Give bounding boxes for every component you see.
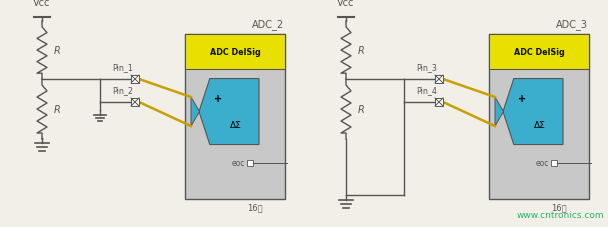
Text: 16位: 16位: [247, 202, 263, 211]
Text: Pin_3: Pin_3: [416, 63, 437, 72]
Text: ΔΣ: ΔΣ: [534, 121, 546, 130]
Text: Pin_4: Pin_4: [416, 86, 437, 95]
Polygon shape: [495, 98, 503, 126]
Text: Vcc: Vcc: [33, 0, 50, 8]
Text: ADC DelSig: ADC DelSig: [210, 48, 260, 57]
Text: R: R: [358, 105, 365, 114]
Text: +: +: [214, 94, 223, 104]
Bar: [185, 35, 285, 199]
Bar: [185, 35, 285, 69]
Text: eoc: eoc: [536, 158, 549, 168]
Text: +: +: [518, 94, 527, 104]
Text: Vcc: Vcc: [337, 0, 354, 8]
Text: ADC_2: ADC_2: [252, 19, 284, 30]
Text: R: R: [54, 46, 61, 56]
Text: Pin_2: Pin_2: [112, 86, 133, 95]
Bar: [551, 160, 557, 166]
Text: ADC DelSig: ADC DelSig: [514, 48, 564, 57]
Bar: [131, 99, 139, 106]
Bar: [435, 76, 443, 84]
Bar: [435, 99, 443, 106]
Text: R: R: [358, 46, 365, 56]
Polygon shape: [191, 98, 199, 126]
Text: Pin_1: Pin_1: [112, 63, 133, 72]
Text: ΔΣ: ΔΣ: [230, 121, 242, 130]
Bar: [131, 76, 139, 84]
Polygon shape: [503, 79, 563, 145]
Text: www.cntronics.com: www.cntronics.com: [516, 210, 604, 219]
Text: ADC_3: ADC_3: [556, 19, 588, 30]
Bar: [247, 160, 253, 166]
Text: eoc: eoc: [232, 158, 245, 168]
Polygon shape: [199, 79, 259, 145]
Bar: [489, 35, 589, 69]
Bar: [489, 35, 589, 199]
Text: R: R: [54, 105, 61, 114]
Text: 16位: 16位: [551, 202, 567, 211]
